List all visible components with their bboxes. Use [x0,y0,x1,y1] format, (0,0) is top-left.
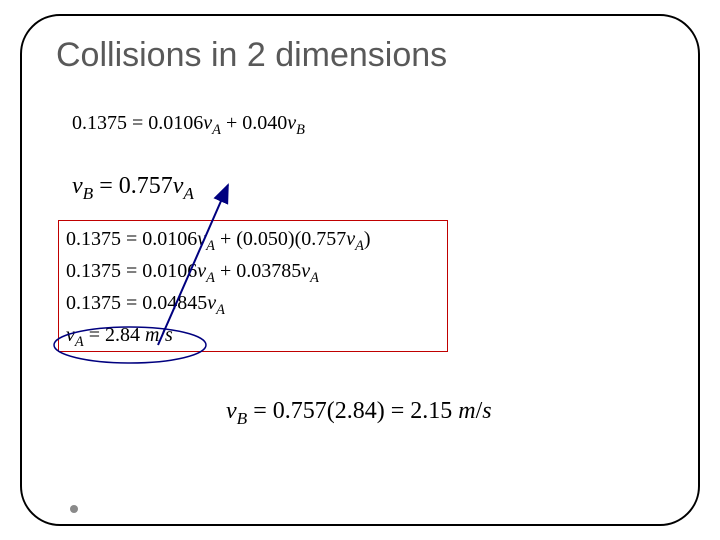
equation-line-3: 0.1375 = 0.0106vA + (0.050)(0.757vA) [66,228,371,255]
slide-title: Collisions in 2 dimensions [56,36,447,75]
equation-line-4: 0.1375 = 0.0106vA + 0.03785vA [66,260,319,287]
equation-line-2: vB = 0.757vA [72,173,194,204]
equation-line-1: 0.1375 = 0.0106vA + 0.040vB [72,112,305,139]
equation-line-7: vB = 0.757(2.84) = 2.15 m/s [226,398,492,429]
equation-line-6: vA = 2.84 m/s [66,324,173,351]
equation-line-5: 0.1375 = 0.04845vA [66,292,225,319]
bullet-icon [70,505,78,513]
